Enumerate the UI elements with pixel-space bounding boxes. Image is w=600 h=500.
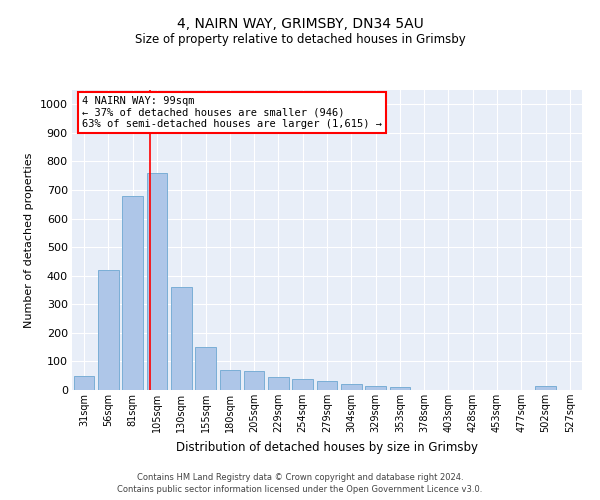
Bar [98, 270, 119, 390]
Bar [195, 347, 216, 390]
Bar [292, 378, 313, 390]
Bar [341, 384, 362, 390]
Bar [389, 386, 410, 390]
Bar [74, 376, 94, 390]
Text: Contains public sector information licensed under the Open Government Licence v3: Contains public sector information licen… [118, 485, 482, 494]
Text: Size of property relative to detached houses in Grimsby: Size of property relative to detached ho… [134, 32, 466, 46]
Bar [317, 382, 337, 390]
Text: 4, NAIRN WAY, GRIMSBY, DN34 5AU: 4, NAIRN WAY, GRIMSBY, DN34 5AU [176, 18, 424, 32]
X-axis label: Distribution of detached houses by size in Grimsby: Distribution of detached houses by size … [176, 440, 478, 454]
Text: 4 NAIRN WAY: 99sqm
← 37% of detached houses are smaller (946)
63% of semi-detach: 4 NAIRN WAY: 99sqm ← 37% of detached hou… [82, 96, 382, 129]
Text: Contains HM Land Registry data © Crown copyright and database right 2024.: Contains HM Land Registry data © Crown c… [137, 472, 463, 482]
Bar [146, 173, 167, 390]
Bar [535, 386, 556, 390]
Y-axis label: Number of detached properties: Number of detached properties [24, 152, 34, 328]
Bar [365, 386, 386, 390]
Bar [122, 196, 143, 390]
Bar [220, 370, 240, 390]
Bar [171, 287, 191, 390]
Bar [244, 372, 265, 390]
Bar [268, 377, 289, 390]
